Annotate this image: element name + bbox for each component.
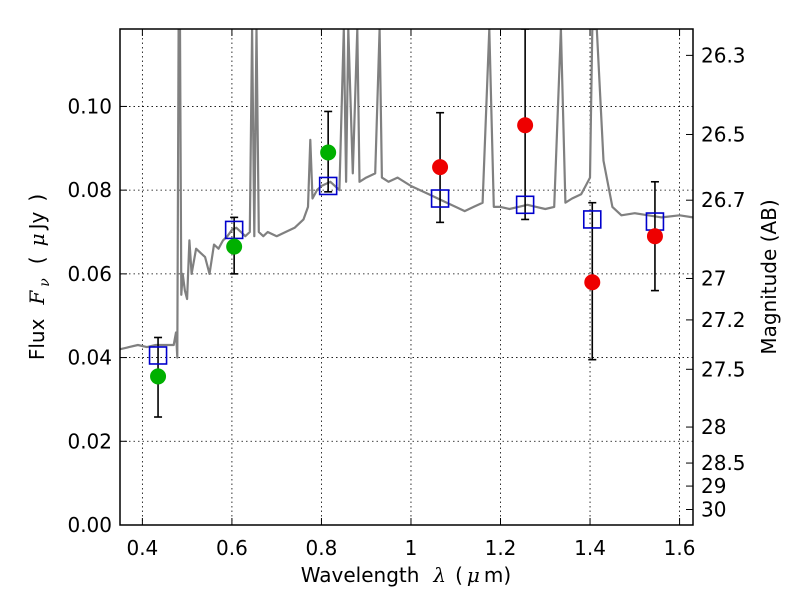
data-layer bbox=[120, 29, 693, 418]
y-tick-label: 0.04 bbox=[67, 346, 112, 370]
y2-tick-label: 28 bbox=[701, 415, 726, 439]
y-tick-label: 0.08 bbox=[67, 178, 112, 202]
x-tick-label: 1.6 bbox=[664, 536, 696, 560]
model-photometry-square bbox=[582, 210, 602, 229]
observed-flux-point bbox=[226, 238, 243, 255]
observed-flux-point bbox=[646, 228, 663, 245]
model-spectrum-line bbox=[120, 29, 693, 359]
x-tick-label: 1 bbox=[405, 536, 418, 560]
y-tick-label: 0.02 bbox=[67, 429, 112, 453]
y2-tick-label: 27.2 bbox=[701, 308, 746, 332]
x-tick-label: 0.6 bbox=[216, 536, 248, 560]
model-photometry-square bbox=[430, 189, 450, 208]
observed-flux-point bbox=[432, 159, 449, 176]
axis-ticks: 0.4 0.6 0.8 1 1.2 1.4 1.6 0.00 0.02 0.04 0.06 0.08 0… bbox=[67, 29, 746, 560]
x-axis-label: Wavelength λ ( μ m) bbox=[301, 563, 511, 587]
y2-tick-label: 26.3 bbox=[701, 43, 746, 67]
y2-tick-label: 30 bbox=[701, 498, 726, 522]
y2-tick-label: 27.5 bbox=[701, 357, 746, 381]
x-tick-label: 1.2 bbox=[485, 536, 517, 560]
x-tick-label: 0.4 bbox=[126, 536, 158, 560]
y2-tick-label: 29 bbox=[701, 474, 726, 498]
grid-lines bbox=[120, 29, 693, 526]
y-axis-label: Flux F ν ( μ Jy ) bbox=[25, 194, 53, 360]
y-tick-label: 0.10 bbox=[67, 94, 112, 118]
observed-flux-point bbox=[584, 274, 601, 291]
x-tick-label: 1.4 bbox=[574, 536, 606, 560]
model-photometry-square bbox=[224, 220, 244, 240]
observed-flux-point bbox=[517, 117, 534, 134]
model-photometry-square bbox=[515, 195, 535, 215]
plot-frame bbox=[119, 28, 694, 526]
y-tick-label: 0.00 bbox=[67, 513, 112, 537]
y2-axis-label: Magnitude (AB) bbox=[757, 199, 781, 354]
observed-flux-point bbox=[150, 368, 167, 385]
y2-tick-label: 28.5 bbox=[701, 451, 746, 475]
observed-flux-point bbox=[320, 144, 337, 161]
y2-tick-label: 26.5 bbox=[701, 122, 746, 146]
model-photometry-square bbox=[318, 176, 338, 196]
y2-tick-label: 26.7 bbox=[701, 188, 746, 212]
x-tick-label: 0.8 bbox=[306, 536, 338, 560]
model-photometry-square bbox=[148, 346, 168, 365]
y-tick-label: 0.06 bbox=[67, 262, 112, 286]
y2-tick-label: 27 bbox=[701, 266, 726, 290]
